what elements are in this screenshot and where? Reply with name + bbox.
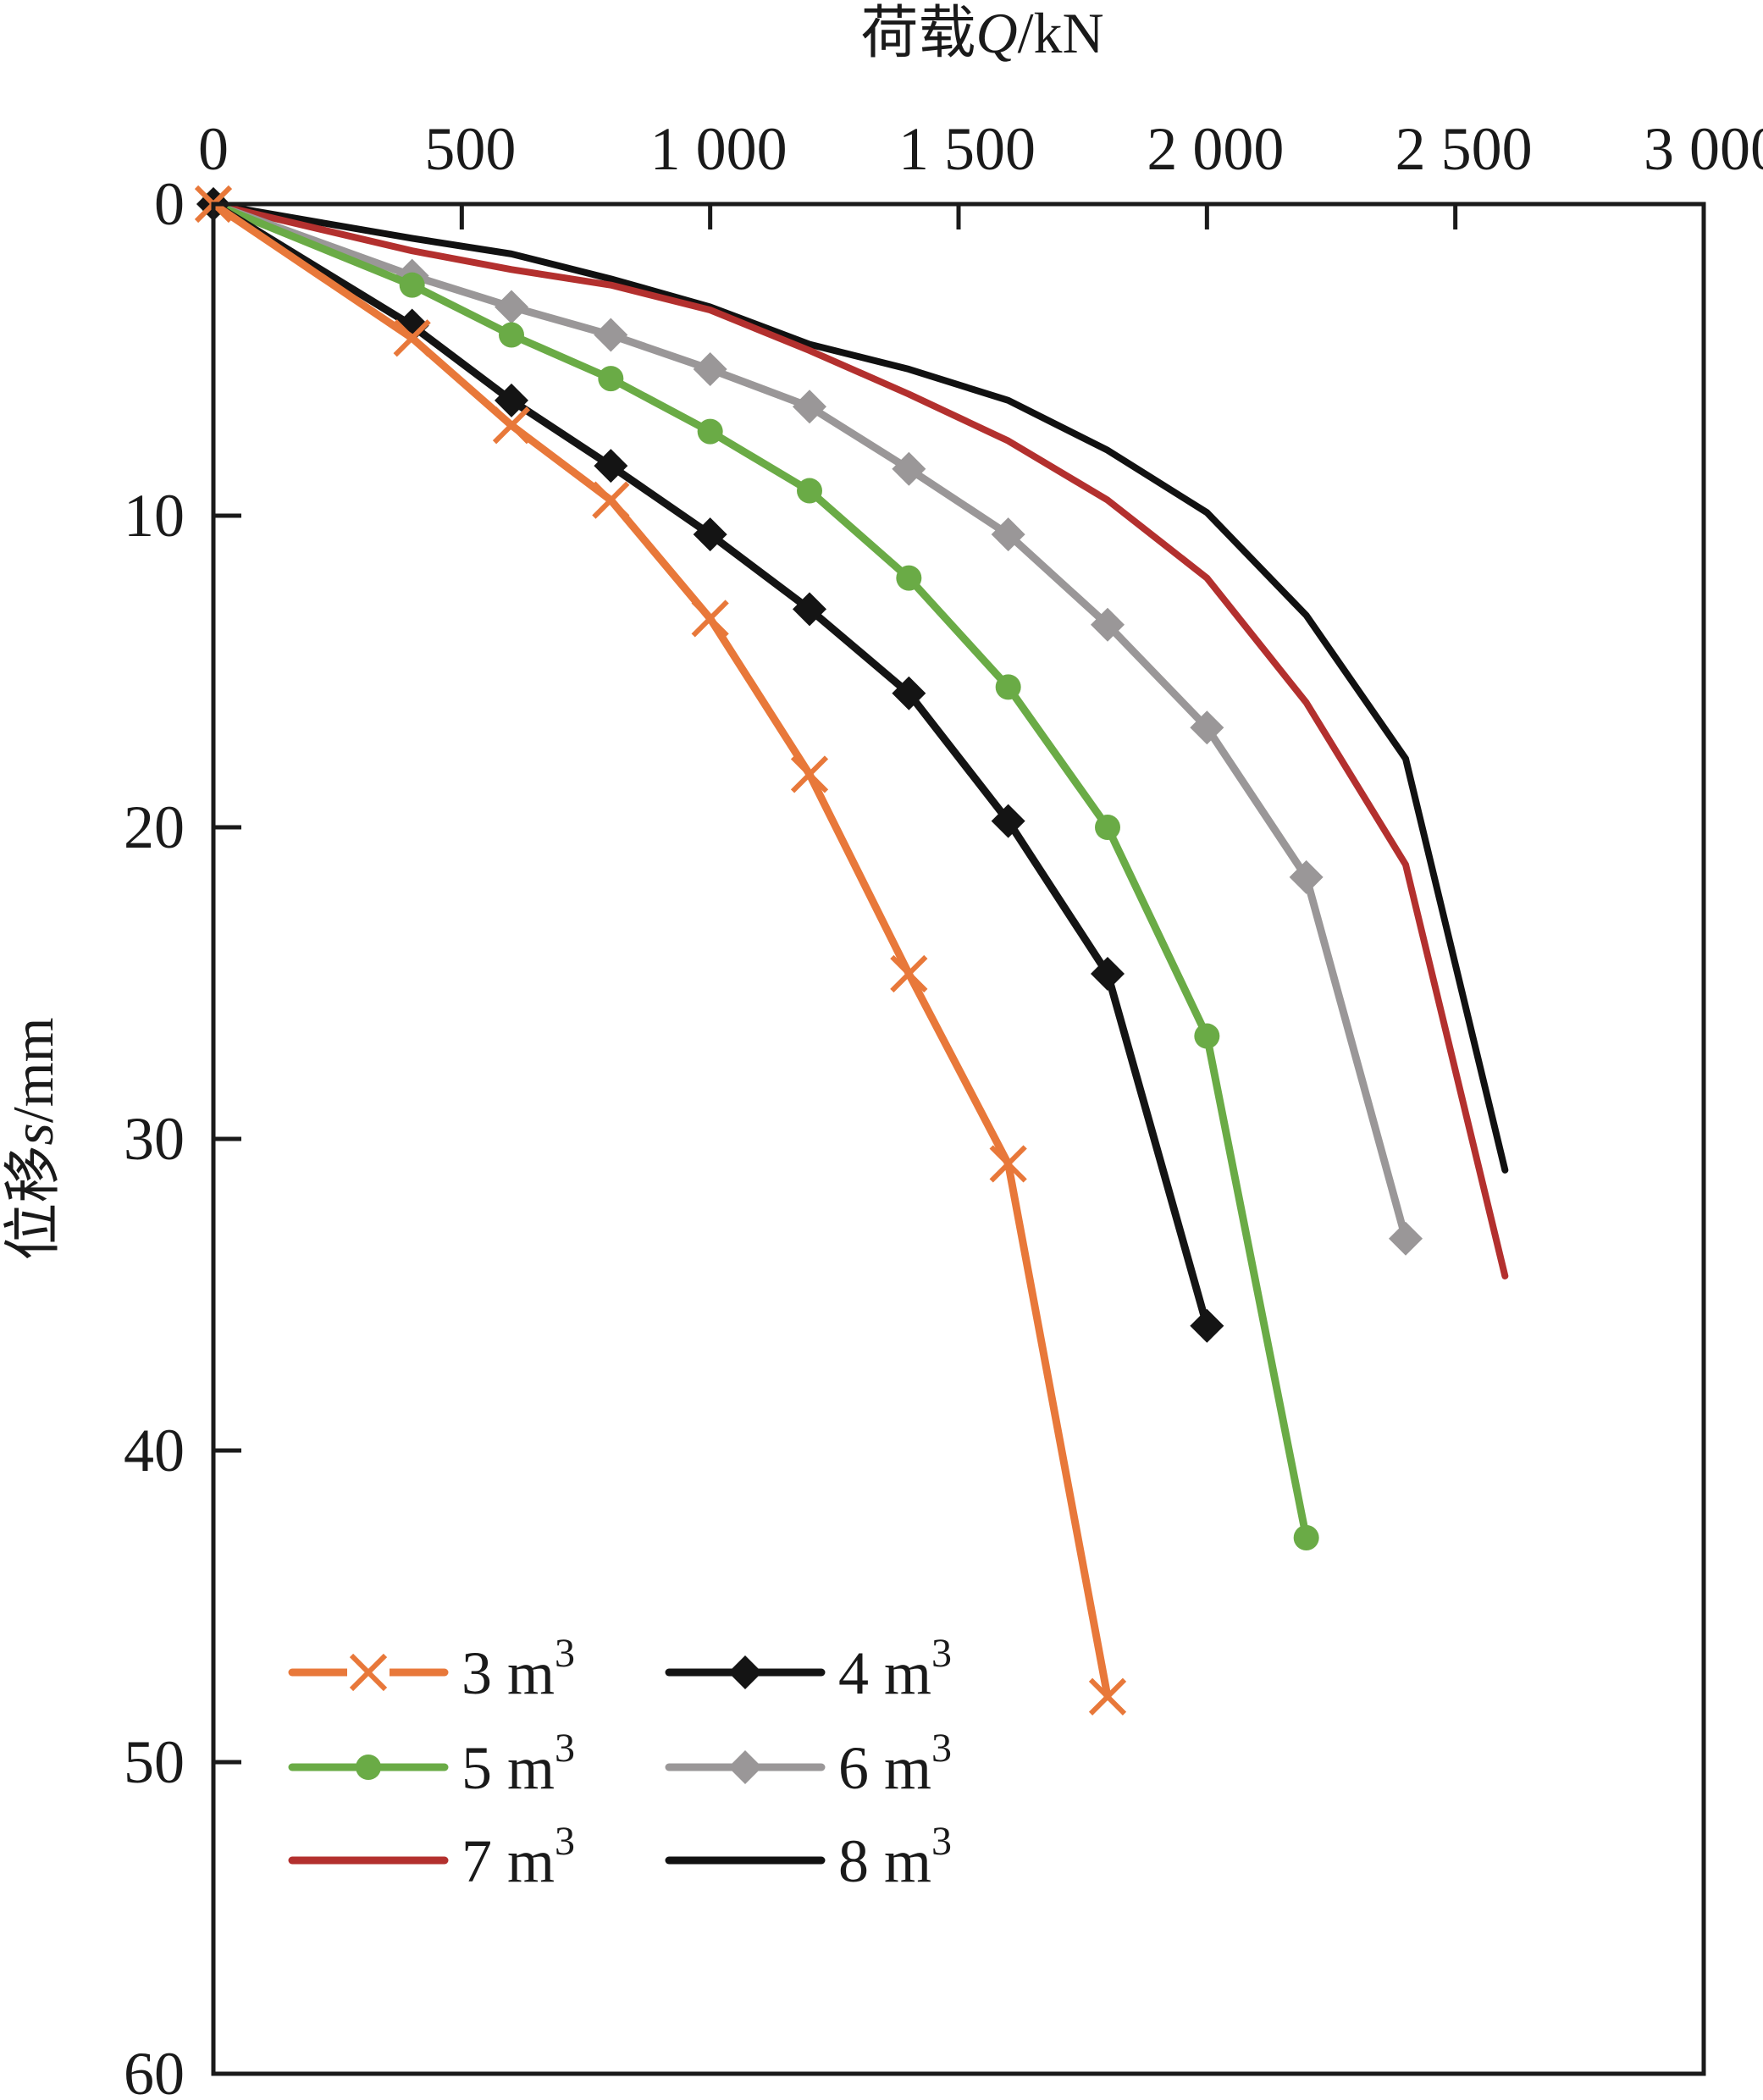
y-tick-label: 0 xyxy=(154,170,185,238)
legend-item: 5 m3 xyxy=(288,1726,575,1802)
data-point xyxy=(598,366,624,392)
plot-frame xyxy=(211,202,1706,2076)
x-tick-label: 500 xyxy=(424,115,516,183)
series-line xyxy=(209,200,1211,1330)
x-axis-title-variable: Q xyxy=(975,1,1017,65)
legend-label: 5 m3 xyxy=(461,1726,575,1802)
data-point xyxy=(495,290,528,324)
data-point xyxy=(995,674,1021,700)
data-point xyxy=(1190,1308,1224,1343)
x-tick-label: 0 xyxy=(198,115,229,183)
data-point xyxy=(892,676,926,710)
data-point xyxy=(793,592,826,627)
data-point xyxy=(989,1145,1027,1183)
y-axis-title-unit: /mm xyxy=(1,1017,65,1123)
x-axis-title-prefix: 荷载 xyxy=(860,0,975,67)
legend-item: 7 m3 xyxy=(288,1819,575,1895)
y-tick-label: 60 xyxy=(124,2040,185,2100)
data-point xyxy=(594,449,628,484)
data-point xyxy=(399,272,425,298)
data-point xyxy=(1091,607,1125,642)
data-point xyxy=(1194,1023,1220,1049)
data-point xyxy=(1293,1525,1319,1551)
series-line xyxy=(209,200,1311,1542)
data-point xyxy=(1088,1677,1127,1716)
legend-marker xyxy=(728,1750,762,1784)
series-line xyxy=(210,201,1509,1174)
legend-item: 6 m3 xyxy=(665,1726,952,1802)
data-point xyxy=(991,804,1025,838)
data-point xyxy=(495,383,528,417)
y-axis-title-prefix: 位移 xyxy=(0,1146,67,1261)
series-3m3 xyxy=(194,185,1127,1716)
legend-marker xyxy=(356,1755,381,1780)
legend-label: 4 m3 xyxy=(838,1631,952,1707)
data-point xyxy=(1095,815,1120,840)
data-point xyxy=(1091,956,1125,991)
data-point xyxy=(797,478,822,504)
data-point xyxy=(1190,710,1224,745)
x-tick-label: 2 000 xyxy=(1147,115,1284,183)
data-point xyxy=(1289,859,1324,894)
legend-label: 3 m3 xyxy=(461,1631,575,1707)
legend-item: 8 m3 xyxy=(665,1819,952,1895)
x-tick-label: 1 500 xyxy=(898,115,1036,183)
x-tick-label: 2 500 xyxy=(1395,115,1533,183)
y-tick-label: 50 xyxy=(124,1728,185,1796)
data-point xyxy=(492,406,531,445)
data-point xyxy=(393,319,431,357)
x-axis-title-unit: /kN xyxy=(1018,1,1104,65)
series-7m3 xyxy=(210,201,1509,1279)
data-point xyxy=(499,322,524,348)
y-tick-label: 10 xyxy=(124,482,185,550)
data-point xyxy=(697,418,723,445)
series-line xyxy=(209,200,1410,1243)
legend-label: 6 m3 xyxy=(838,1726,952,1802)
data-point xyxy=(693,352,727,387)
data-point xyxy=(691,600,729,638)
axis-ticks: 0 500 1 000 1 500 2 000 2 500 3 000 0 10 20 30 40 50… xyxy=(124,115,1763,2100)
data-point xyxy=(793,390,826,424)
series-line xyxy=(210,201,1509,1279)
data-point xyxy=(693,517,727,552)
legend-item: 3 m3 xyxy=(288,1631,575,1707)
x-tick-label: 3 000 xyxy=(1644,115,1763,183)
legend: 3 m3 4 m3 5 m3 6 m3 7 m3 8 m3 xyxy=(288,1631,952,1895)
y-axis-title: 位移s/mm xyxy=(0,1017,67,1260)
legend-item: 4 m3 xyxy=(665,1631,952,1707)
y-axis-title-variable: s xyxy=(1,1123,65,1145)
data-point xyxy=(991,517,1025,552)
data-point xyxy=(892,451,926,486)
y-tick-label: 20 xyxy=(124,793,185,861)
legend-label: 7 m3 xyxy=(461,1819,575,1895)
y-tick-label: 30 xyxy=(124,1105,185,1173)
series-5m3 xyxy=(201,191,1319,1551)
series-layer xyxy=(194,185,1509,1716)
y-tick-label: 40 xyxy=(124,1417,185,1484)
data-point xyxy=(592,481,630,519)
legend-marker xyxy=(349,1653,388,1692)
data-point xyxy=(790,755,829,793)
legend-label: 8 m3 xyxy=(838,1819,952,1895)
data-point xyxy=(890,954,928,993)
data-point xyxy=(896,565,922,591)
data-point xyxy=(594,318,628,352)
series-8m3 xyxy=(210,201,1509,1174)
legend-marker xyxy=(728,1655,762,1689)
x-tick-label: 1 000 xyxy=(650,115,788,183)
data-point xyxy=(1389,1221,1423,1256)
x-axis-title: 荷载Q/kN xyxy=(860,0,1103,67)
